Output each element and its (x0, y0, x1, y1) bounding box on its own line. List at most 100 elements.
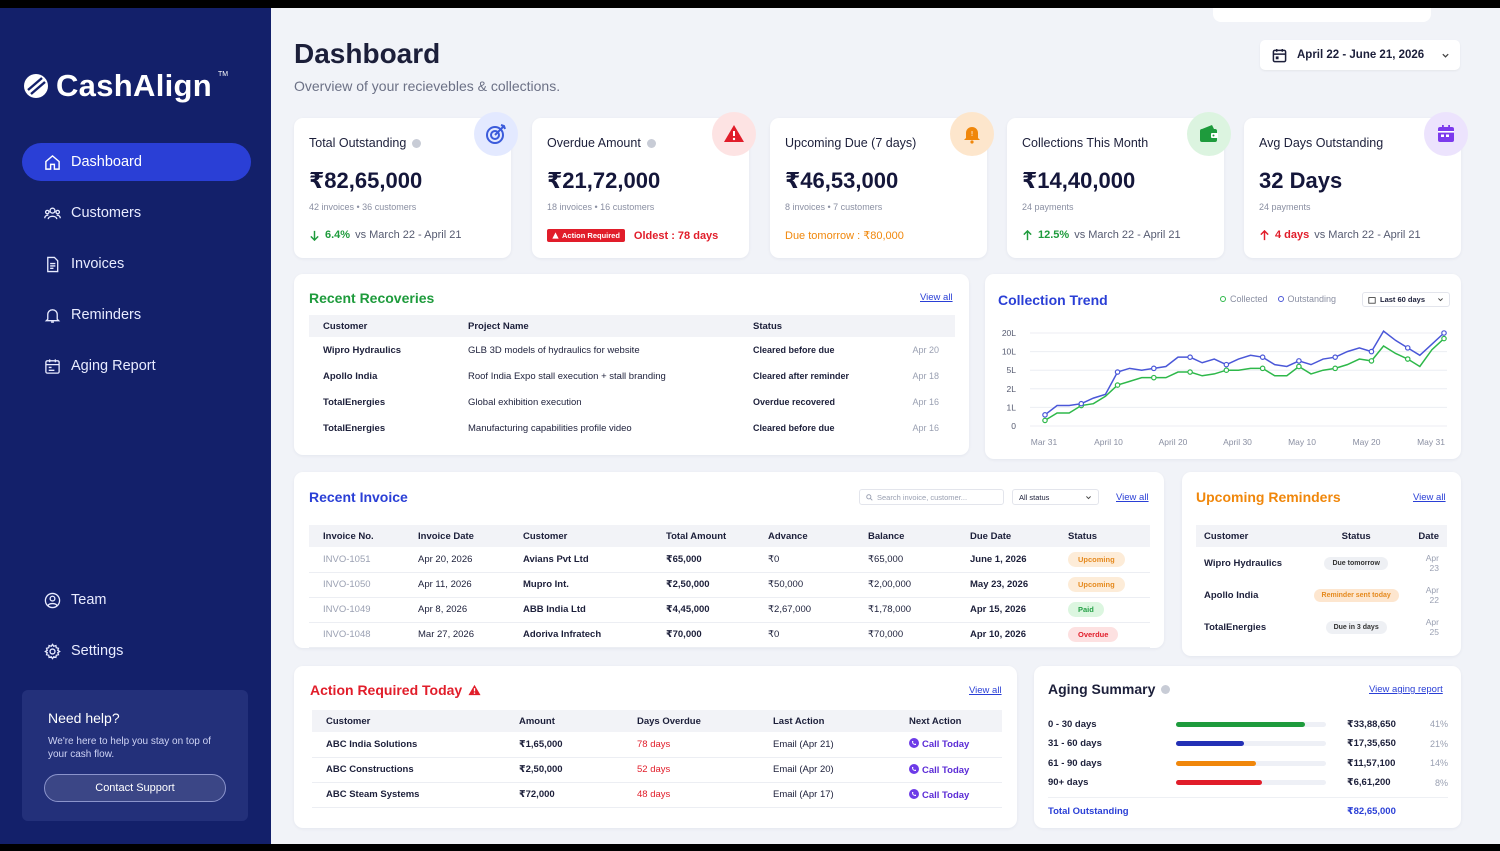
data-point[interactable] (1368, 358, 1375, 364)
col-header[interactable]: Status (1307, 525, 1405, 547)
brand-logo[interactable]: CashAlign TM (22, 68, 228, 104)
kpi-total-outstanding[interactable]: Total Outstanding ₹82,65,000 42 invoices… (294, 112, 518, 258)
invoice-number[interactable]: INVO-1050 (309, 572, 404, 598)
call-today-button[interactable]: Call Today (895, 757, 1002, 783)
col-header[interactable]: Status (739, 315, 889, 337)
info-icon[interactable] (412, 138, 422, 148)
trend-range-select[interactable]: Last 60 days (1362, 292, 1450, 307)
table-row[interactable]: Wipro Hydraulics Due tomorrow Apr 23 (1196, 547, 1447, 579)
nav-item-reminders[interactable]: Reminders (22, 296, 251, 334)
recovery-status: Cleared after reminder (753, 371, 850, 381)
data-point[interactable] (1187, 369, 1193, 375)
table-row[interactable]: INVO-1048 Mar 27, 2026 Adoriva Infratech ₹7… (309, 622, 1150, 648)
col-header[interactable]: Project Name (454, 315, 739, 337)
data-point[interactable] (1259, 365, 1266, 372)
data-point[interactable] (1042, 412, 1048, 418)
data-point[interactable] (1223, 361, 1230, 368)
nav-item-settings[interactable]: Settings (22, 632, 251, 670)
view-aging-report-link[interactable]: View aging report (1369, 684, 1443, 695)
kpi-avg-days[interactable]: Avg Days Outstanding 32 Days 24 payments… (1244, 112, 1468, 258)
col-header[interactable]: Next Action (895, 710, 1002, 732)
table-row[interactable]: INVO-1050 Apr 11, 2026 Mupro Int. ₹2,50,000… (309, 572, 1150, 598)
col-header[interactable]: Customer (1196, 525, 1308, 547)
invoice-number[interactable]: INVO-1049 (309, 597, 404, 623)
invoice-number[interactable]: INVO-1051 (309, 547, 404, 573)
table-row[interactable]: Apollo India Roof India Expo stall execut… (309, 363, 955, 389)
col-header[interactable]: Invoice No. (309, 525, 404, 547)
table-row[interactable]: ABC Steam Systems ₹72,000 48 days Email (Ap… (312, 782, 1002, 808)
table-row[interactable]: TotalEnergies Global exhibition execution… (309, 389, 955, 415)
status-filter-select[interactable]: All status (1012, 489, 1099, 505)
aging-row[interactable]: 0 - 30 days ₹33,88,650 41% (1048, 714, 1448, 734)
col-header[interactable]: Status (1054, 525, 1150, 547)
invoice-due-date: June 1, 2026 (956, 547, 1054, 573)
data-point[interactable] (1404, 356, 1411, 362)
nav-item-invoices[interactable]: Invoices (22, 245, 251, 283)
nav-item-aging-report[interactable]: Aging Report (22, 347, 251, 385)
data-point[interactable] (1223, 367, 1230, 374)
reminders-view-all-link[interactable]: View all (1413, 492, 1446, 503)
data-point[interactable] (1259, 354, 1266, 360)
invoice-number[interactable]: INVO-1048 (309, 622, 404, 648)
recoveries-view-all-link[interactable]: View all (920, 292, 953, 303)
table-row[interactable]: ABC India Solutions ₹1,65,000 78 days Email… (312, 732, 1002, 758)
data-point[interactable] (1078, 400, 1085, 407)
data-point[interactable] (1151, 374, 1157, 381)
aging-row[interactable]: 31 - 60 days ₹17,35,650 21% (1048, 734, 1448, 754)
data-point[interactable] (1296, 363, 1302, 370)
actions-view-all-link[interactable]: View all (969, 685, 1002, 696)
data-point[interactable] (1114, 382, 1121, 388)
aging-row[interactable]: 90+ days ₹6,61,200 8% (1048, 773, 1448, 793)
kpi-upcoming-due[interactable]: Upcoming Due (7 days) ₹46,53,000 8 invoi… (770, 112, 994, 258)
table-row[interactable]: ABC Constructions ₹2,50,000 52 days Email (… (312, 757, 1002, 783)
data-point[interactable] (1042, 417, 1048, 424)
aging-bar-fill (1176, 721, 1305, 727)
col-header[interactable]: Days Overdue (623, 710, 759, 732)
data-point[interactable] (1151, 365, 1157, 372)
col-header[interactable]: Last Action (759, 710, 895, 732)
data-point[interactable] (1441, 330, 1447, 336)
data-point[interactable] (1187, 354, 1193, 360)
col-header[interactable]: Invoice Date (404, 525, 509, 547)
col-header[interactable]: Balance (854, 525, 956, 547)
contact-support-button[interactable]: Contact Support (44, 774, 226, 802)
table-row[interactable]: TotalEnergies Due in 3 days Apr 25 (1196, 611, 1447, 643)
kpi-collections-month[interactable]: Collections This Month ₹14,40,000 24 pay… (1007, 112, 1231, 258)
col-header[interactable]: Advance (754, 525, 854, 547)
call-today-button[interactable]: Call Today (895, 782, 1002, 808)
data-point[interactable] (1368, 348, 1375, 355)
table-row[interactable]: TotalEnergies Manufacturing capabilities … (309, 415, 955, 441)
data-point[interactable] (1404, 345, 1411, 351)
col-header[interactable]: Due Date (956, 525, 1054, 547)
invoices-view-all-link[interactable]: View all (1116, 492, 1149, 503)
invoice-advance: ₹2,67,000 (754, 597, 854, 623)
table-row[interactable]: INVO-1049 Apr 8, 2026 ABB India Ltd ₹4,45,0… (309, 597, 1150, 623)
gear-icon (44, 642, 61, 660)
col-header[interactable]: Amount (505, 710, 623, 732)
table-row[interactable]: Apollo India Reminder sent today Apr 22 (1196, 579, 1447, 611)
aging-row[interactable]: 61 - 90 days ₹11,57,100 14% (1048, 753, 1448, 773)
col-header[interactable]: Date (1404, 525, 1447, 547)
table-row[interactable]: Wipro Hydraulics GLB 3D models of hydraul… (309, 337, 955, 363)
call-today-button[interactable]: Call Today (895, 732, 1002, 758)
data-point[interactable] (1332, 354, 1338, 360)
data-point[interactable] (1296, 358, 1302, 364)
nav-item-customers[interactable]: Customers (22, 194, 251, 232)
kpi-overdue-amount[interactable]: Overdue Amount ₹21,72,000 18 invoices • … (532, 112, 756, 258)
info-icon[interactable] (1161, 684, 1171, 694)
col-header[interactable]: Total Amount (652, 525, 754, 547)
info-icon[interactable] (646, 138, 656, 148)
search-icon (866, 493, 873, 501)
col-header[interactable]: Customer (312, 710, 505, 732)
nav-item-dashboard[interactable]: Dashboard (22, 143, 251, 181)
data-point[interactable] (1332, 365, 1338, 372)
date-range-picker[interactable]: April 22 - June 21, 2026 (1260, 40, 1460, 70)
col-header[interactable]: Customer (509, 525, 652, 547)
data-point[interactable] (1114, 369, 1121, 375)
data-point[interactable] (1441, 335, 1447, 342)
table-row[interactable]: INVO-1051 Apr 20, 2026 Avians Pvt Ltd ₹65,0… (309, 547, 1150, 573)
top-search-stub[interactable] (1213, 8, 1431, 22)
nav-item-team[interactable]: Team (22, 581, 251, 619)
col-header[interactable]: Customer (309, 315, 454, 337)
invoice-search-input[interactable]: Search invoice, customer... (859, 489, 1004, 505)
